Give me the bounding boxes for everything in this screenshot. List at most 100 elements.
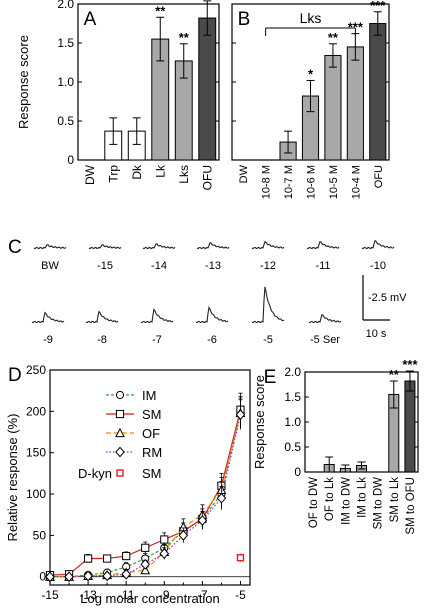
trace-label: -6 <box>207 334 217 346</box>
trace-label: -11 <box>315 260 330 272</box>
significance-mark: ** <box>389 367 400 382</box>
legend-label-sm: SM <box>142 407 162 422</box>
category-label: 10-7 M <box>283 165 295 199</box>
y-tick-label: 2.0 <box>57 0 74 11</box>
trace-label: -5 <box>263 334 273 346</box>
data-point-sm <box>141 543 150 552</box>
bar-10-4-m <box>346 46 364 161</box>
legend-label-rm: RM <box>142 445 162 460</box>
panel-d: D 0 50 100 150 200 250 -15 -13 -11 -9 -7 -5 Log molar… <box>5 363 251 606</box>
y-tick-label: 0 <box>39 570 46 584</box>
category-label: IM to DW <box>340 477 352 525</box>
category-label: 10-4 M <box>350 165 362 199</box>
series-line <box>50 412 242 578</box>
response-trace <box>306 240 340 250</box>
panel-c: C BW -15 -14 -13 -12 -11 -10 -9 -8 -7 -6 -5 -5 Ser -2.… <box>8 237 407 346</box>
bar-ofu <box>369 23 387 161</box>
data-point-of <box>140 564 151 575</box>
response-trace <box>85 310 119 324</box>
series-rm <box>45 399 246 583</box>
response-trace <box>140 308 174 324</box>
lks-bracket-label: Lks <box>300 10 322 26</box>
legend-marker-dkyn <box>116 469 124 477</box>
panel-letter-d: D <box>8 365 22 386</box>
x-tick-label: -5 <box>235 588 246 602</box>
legend-label-of: OF <box>142 426 160 441</box>
trace-label: BW <box>41 260 59 272</box>
response-trace <box>308 313 342 324</box>
data-point-rm <box>83 570 93 582</box>
legend-marker-sm <box>115 409 125 419</box>
y-tick-label: 250 <box>26 363 46 377</box>
y-tick-label: 150 <box>26 446 46 460</box>
data-point-rm <box>102 570 112 582</box>
panel-letter-a: A <box>84 9 97 30</box>
significance-mark: ** <box>179 30 190 45</box>
trace-label: -14 <box>151 260 167 272</box>
trace-label: -8 <box>97 334 107 346</box>
response-trace <box>195 305 229 324</box>
data-point-rm <box>235 409 246 421</box>
trace-label: -7 <box>152 334 162 346</box>
y-tick-label: 100 <box>26 487 46 501</box>
y-tick-label: 0.5 <box>57 114 74 128</box>
response-trace <box>196 242 230 250</box>
category-label: DW <box>238 164 250 183</box>
response-trace <box>251 286 285 324</box>
category-label: 10-5 M <box>328 165 340 199</box>
trace-label: -9 <box>43 334 53 346</box>
legend-label-dkyn-sm: SM <box>142 466 162 481</box>
x-tick-label: -11 <box>118 588 135 602</box>
significance-mark: *** <box>370 0 386 13</box>
panel-letter-e: E <box>264 367 277 388</box>
panel-a: 0 0.5 1.0 1.5 2.0 DW Trp Dk ** Lk ** Lks *** OFU Respo… <box>16 0 220 190</box>
x-tick-label: -15 <box>41 588 59 602</box>
trace-label: -5 Ser <box>310 334 340 346</box>
y-axis-label: Relative response (%) <box>5 414 20 542</box>
category-label: OF to DW <box>308 477 320 528</box>
panel-letter-b: B <box>238 9 251 30</box>
data-point-sm <box>122 551 131 561</box>
data-point-rm <box>216 492 227 504</box>
category-label: DW <box>83 164 97 185</box>
significance-mark: * <box>308 66 314 81</box>
y-tick-label: 1.5 <box>284 390 301 404</box>
response-trace <box>361 239 395 250</box>
y-tick-label: 1.0 <box>284 415 301 429</box>
trace-label: -13 <box>205 260 221 272</box>
category-label: 10-6 M <box>306 165 318 199</box>
significance-mark: *** <box>348 20 364 35</box>
series-line <box>50 414 242 578</box>
category-label: Lk <box>153 164 167 178</box>
significance-mark: *** <box>200 0 216 2</box>
response-trace <box>33 244 67 250</box>
trace-label: -10 <box>370 260 386 272</box>
trace-label: -12 <box>260 260 276 272</box>
category-label: Lks <box>177 165 191 184</box>
category-label: SM to Lk <box>389 477 401 523</box>
category-label: OFU <box>373 165 385 188</box>
y-tick-label: 0 <box>294 465 301 479</box>
data-point-dkyn <box>236 554 245 562</box>
response-trace <box>88 244 122 250</box>
legend-marker-of <box>115 427 125 438</box>
category-label: 10-8 M <box>261 165 273 199</box>
bar-10-5-m <box>324 54 342 161</box>
y-tick-label: 1.5 <box>57 36 74 50</box>
y-axis-label: Response score <box>16 35 31 129</box>
category-label: SM to DW <box>373 477 385 530</box>
trace-label: -15 <box>97 260 113 272</box>
y-axis-label: Response score <box>252 375 267 469</box>
data-point-sm <box>83 554 93 563</box>
panel-e: 0 0.5 1.0 1.5 2.0 OF to DW OF to Lk IM to DW IM … <box>252 357 419 535</box>
data-point-rm <box>178 530 189 541</box>
x-tick-label: -9 <box>159 588 170 602</box>
scale-voltage-label: -2.5 mV <box>368 292 407 304</box>
data-point-rm <box>140 558 151 570</box>
data-point-rm <box>197 515 208 526</box>
data-point-rm <box>64 571 74 583</box>
y-tick-label: 2.0 <box>284 365 301 379</box>
data-point-rm <box>121 568 131 580</box>
category-label: SM to OFU <box>405 477 417 535</box>
